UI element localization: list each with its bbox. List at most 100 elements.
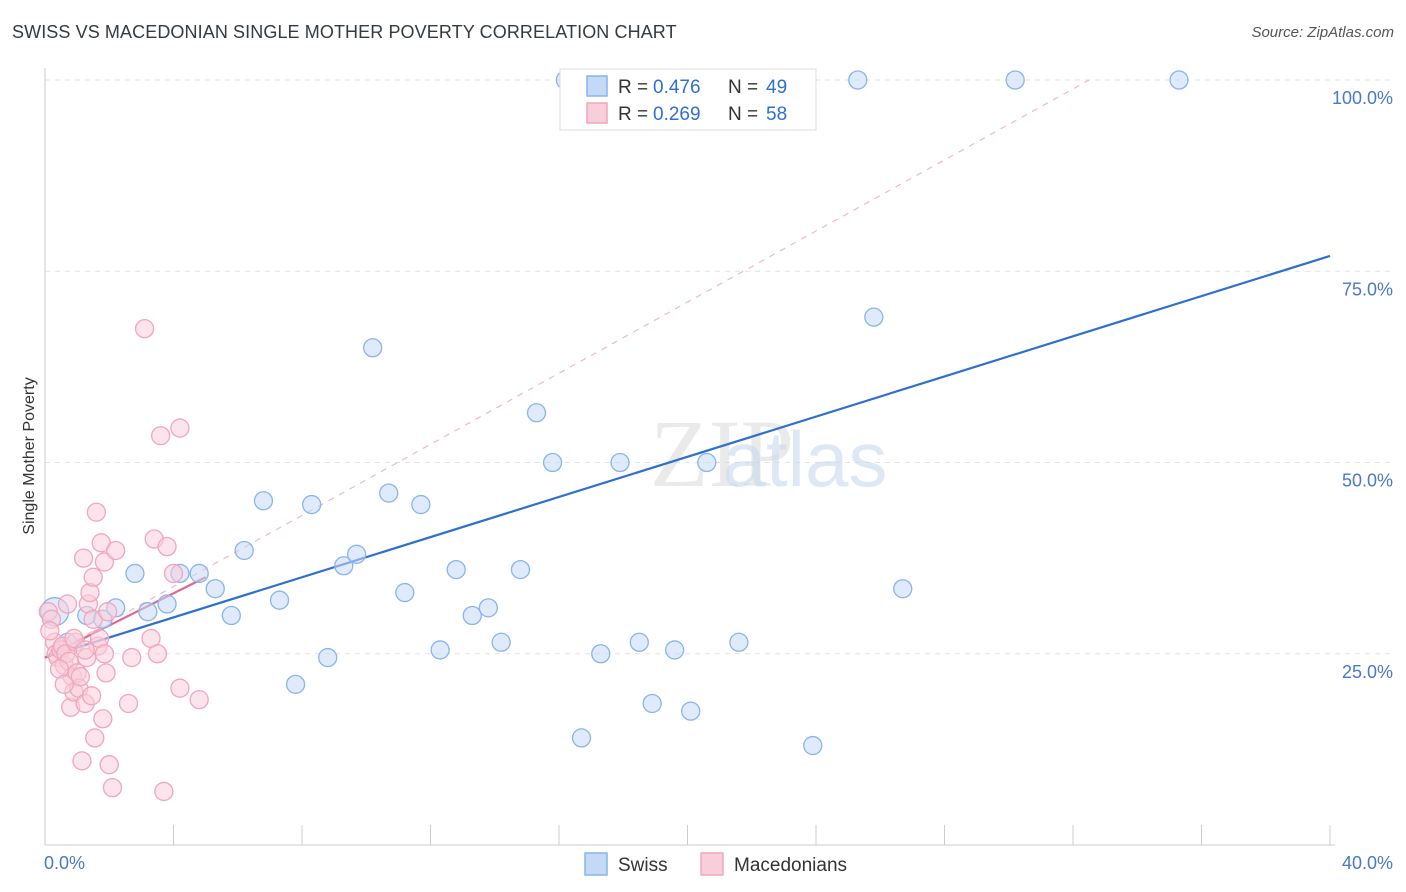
point-swiss-38: [665, 640, 685, 660]
legend-macedonians-r-value: 0.269: [653, 104, 701, 125]
y-tick-labels: 25.0% 50.0% 75.0% 100.0%: [1332, 88, 1393, 682]
watermark-zip: ZIP: [650, 400, 794, 507]
point-swiss-47: [1005, 70, 1025, 90]
point-swiss-40: [697, 452, 717, 473]
point-swiss-21: [379, 483, 399, 503]
point-macedonians-47: [154, 781, 174, 802]
point-swiss-9: [189, 563, 209, 584]
point-swiss-12: [234, 540, 254, 561]
legend-swiss-r-label: R =: [618, 77, 648, 98]
point-swiss-6: [138, 602, 158, 622]
legend-macedonians-r-label: R =: [618, 104, 648, 125]
y-axis-title: Single Mother Poverty: [21, 377, 38, 534]
y-tick-label-1: 50.0%: [1342, 471, 1393, 491]
point-swiss-37: [642, 693, 662, 714]
point-macedonians-45: [147, 644, 168, 664]
point-swiss-30: [526, 403, 547, 423]
point-swiss-14: [269, 590, 290, 610]
point-macedonians-48: [157, 537, 177, 557]
legend: R = 0.476 N = 49 R = 0.269 N = 58: [559, 68, 817, 131]
point-macedonians-56: [75, 640, 95, 660]
trend-lines: [44, 79, 1331, 659]
data-points: [38, 70, 1189, 802]
point-swiss-20: [363, 338, 383, 358]
point-swiss-28: [491, 632, 511, 652]
watermark-atlas: atlas: [723, 415, 888, 503]
point-macedonians-38: [102, 777, 123, 798]
point-swiss-39: [681, 701, 701, 721]
point-macedonians-49: [163, 563, 184, 584]
point-swiss-48: [1169, 70, 1189, 90]
bottom-legend-swiss: Swiss: [618, 855, 668, 876]
y-tick-label-0: 25.0%: [1342, 662, 1393, 682]
y-tick-label-2: 75.0%: [1342, 279, 1393, 299]
point-swiss-19: [346, 544, 367, 564]
legend-swiss-n-value: 49: [766, 77, 787, 98]
chart-title: SWISS VS MACEDONIAN SINGLE MOTHER POVERT…: [12, 22, 677, 42]
point-macedonians-9: [57, 594, 78, 614]
point-swiss-17: [318, 647, 338, 668]
legend-swiss-n-label: N =: [728, 77, 758, 98]
point-macedonians-36: [97, 602, 118, 622]
point-swiss-22: [395, 582, 415, 603]
legend-swatch-swiss: [586, 75, 608, 97]
point-swiss-10: [205, 579, 225, 599]
point-macedonians-41: [122, 647, 142, 668]
bottom-legend-macedonians: Macedonians: [734, 855, 847, 876]
point-swiss-7: [157, 594, 177, 614]
point-macedonians-40: [118, 693, 139, 714]
point-macedonians-32: [93, 709, 113, 729]
point-macedonians-50: [170, 678, 190, 698]
legend-swatch-macedonians: [586, 102, 608, 124]
legend-macedonians-n-value: 58: [766, 104, 787, 125]
axes: [44, 68, 1335, 846]
x-tick-labels: 0.0% 40.0%: [44, 853, 1393, 873]
point-macedonians-46: [150, 426, 171, 446]
point-macedonians-19: [73, 548, 94, 568]
point-macedonians-17: [70, 667, 90, 687]
point-swiss-29: [510, 559, 531, 580]
point-swiss-16: [301, 494, 322, 515]
point-macedonians-18: [72, 751, 92, 771]
legend-swiss-r-value: 0.476: [653, 77, 701, 98]
point-macedonians-34: [94, 644, 115, 664]
point-swiss-23: [411, 494, 431, 515]
point-macedonians-27: [85, 728, 105, 748]
point-swiss-25: [446, 559, 466, 580]
point-swiss-31: [542, 452, 563, 473]
chart-source: Source: ZipAtlas.com: [1251, 24, 1394, 41]
point-macedonians-35: [96, 663, 116, 683]
x-tick-label-min: 0.0%: [44, 853, 85, 873]
point-swiss-11: [221, 605, 241, 626]
point-macedonians-26: [83, 567, 103, 587]
point-swiss-26: [462, 605, 482, 626]
point-macedonians-55: [64, 628, 84, 649]
point-swiss-18: [334, 556, 354, 576]
point-macedonians-51: [170, 418, 190, 438]
point-macedonians-37: [99, 755, 119, 775]
point-swiss-5: [125, 563, 145, 584]
point-swiss-41: [729, 632, 749, 652]
point-macedonians-57: [54, 674, 74, 694]
point-swiss-13: [253, 491, 274, 511]
point-macedonians-42: [134, 318, 155, 339]
point-swiss-36: [629, 632, 649, 652]
point-swiss-44: [848, 70, 868, 90]
point-swiss-27: [478, 598, 498, 618]
point-macedonians-53: [40, 621, 60, 641]
x-tick-label-max: 40.0%: [1342, 853, 1393, 873]
point-macedonians-39: [106, 540, 126, 561]
point-macedonians-33: [94, 552, 115, 572]
trend-line-swiss: [44, 254, 1331, 659]
grid-lines: [45, 79, 1395, 655]
point-swiss-43: [803, 735, 823, 756]
point-macedonians-28: [86, 502, 107, 522]
point-swiss-45: [864, 307, 884, 327]
point-swiss-24: [430, 640, 450, 660]
point-macedonians-52: [189, 690, 209, 710]
point-swiss-35: [610, 452, 630, 473]
y-tick-label-3: 100.0%: [1332, 88, 1393, 108]
point-macedonians-24: [81, 686, 102, 706]
legend-macedonians-n-label: N =: [728, 104, 758, 125]
